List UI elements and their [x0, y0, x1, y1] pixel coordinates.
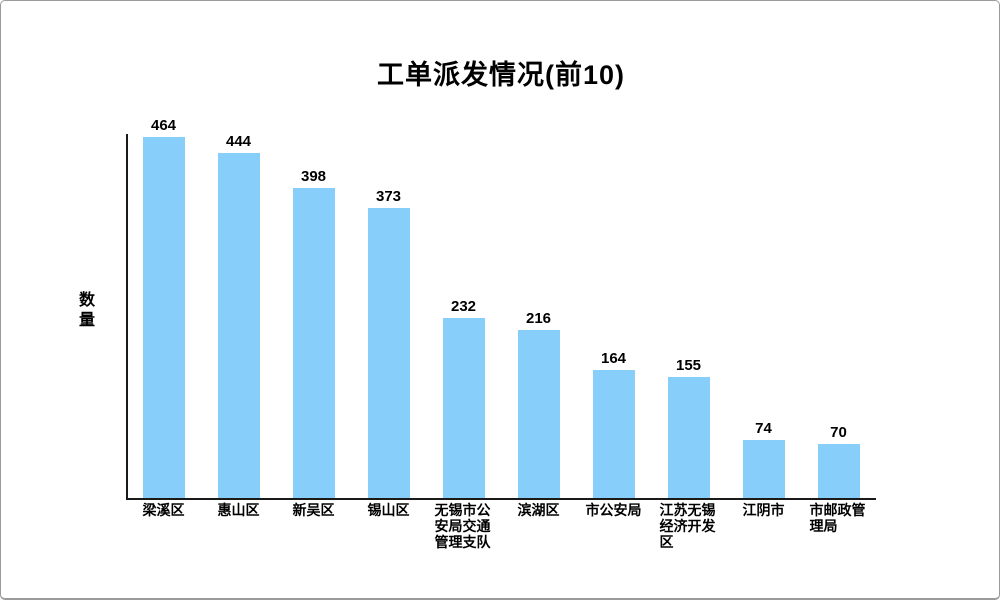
category-slot: 江苏无锡经济开发区 [651, 502, 726, 550]
category-label: 江苏无锡经济开发区 [659, 502, 716, 550]
category-slot: 锡山区 [351, 502, 426, 550]
category-label: 无锡市公安局交通管理支队 [434, 502, 491, 550]
bar [592, 370, 635, 498]
bar [367, 208, 410, 498]
bar-slot: 74 [726, 420, 801, 498]
bar [667, 377, 710, 498]
category-slot: 新吴区 [276, 502, 351, 550]
bar-value-label: 398 [300, 168, 327, 185]
chart-title: 工单派发情况(前10) [376, 60, 625, 90]
category-label: 江阴市 [742, 502, 785, 518]
bar-slot: 373 [351, 188, 426, 498]
category-slot: 滨湖区 [501, 502, 576, 550]
bar-value-label: 70 [830, 424, 847, 441]
bar [742, 440, 785, 498]
bar-slot: 398 [276, 168, 351, 498]
bar-value-label: 74 [755, 420, 772, 437]
category-label: 市公安局 [585, 502, 642, 518]
bar-value-label: 373 [375, 188, 402, 205]
bar [217, 153, 260, 498]
category-slot: 江阴市 [726, 502, 801, 550]
bar-value-label: 232 [450, 298, 477, 315]
category-slot: 惠山区 [201, 502, 276, 550]
bar-value-label: 164 [600, 350, 627, 367]
y-axis-line [126, 134, 128, 498]
bar-slot: 216 [501, 310, 576, 498]
bar [817, 444, 860, 498]
category-slot: 无锡市公安局交通管理支队 [426, 502, 501, 550]
bar-slot: 164 [576, 350, 651, 498]
category-label: 锡山区 [367, 502, 410, 518]
bar [292, 188, 335, 498]
bar-slot: 464 [126, 117, 201, 498]
bar-value-label: 216 [525, 310, 552, 327]
category-slot: 梁溪区 [126, 502, 201, 550]
bar-value-label: 464 [150, 117, 177, 134]
plot-area: 464 444 398 373 232 216 164 155 74 70 [126, 117, 876, 500]
bar-slot: 232 [426, 298, 501, 498]
bar [142, 137, 185, 498]
bar-value-label: 155 [675, 357, 702, 374]
y-axis-label: 数量 [78, 292, 95, 329]
category-label: 滨湖区 [517, 502, 560, 518]
x-axis-line [126, 498, 876, 500]
category-label: 惠山区 [217, 502, 260, 518]
bar-slot: 155 [651, 357, 726, 498]
bar-slot: 444 [201, 133, 276, 498]
bars-container: 464 444 398 373 232 216 164 155 74 70 [126, 117, 876, 498]
category-slot: 市公安局 [576, 502, 651, 550]
x-axis-category-labels: 梁溪区 惠山区 新吴区 锡山区 无锡市公安局交通管理支队 滨湖区 市公安局 江苏无锡经济开发区… [126, 502, 876, 550]
category-label: 梁溪区 [142, 502, 185, 518]
category-slot: 市邮政管理局 [801, 502, 876, 550]
category-label: 新吴区 [292, 502, 335, 518]
bar [517, 330, 560, 498]
bar [442, 318, 485, 498]
bar-value-label: 444 [225, 133, 252, 150]
bar-slot: 70 [801, 424, 876, 498]
category-label: 市邮政管理局 [809, 502, 866, 534]
